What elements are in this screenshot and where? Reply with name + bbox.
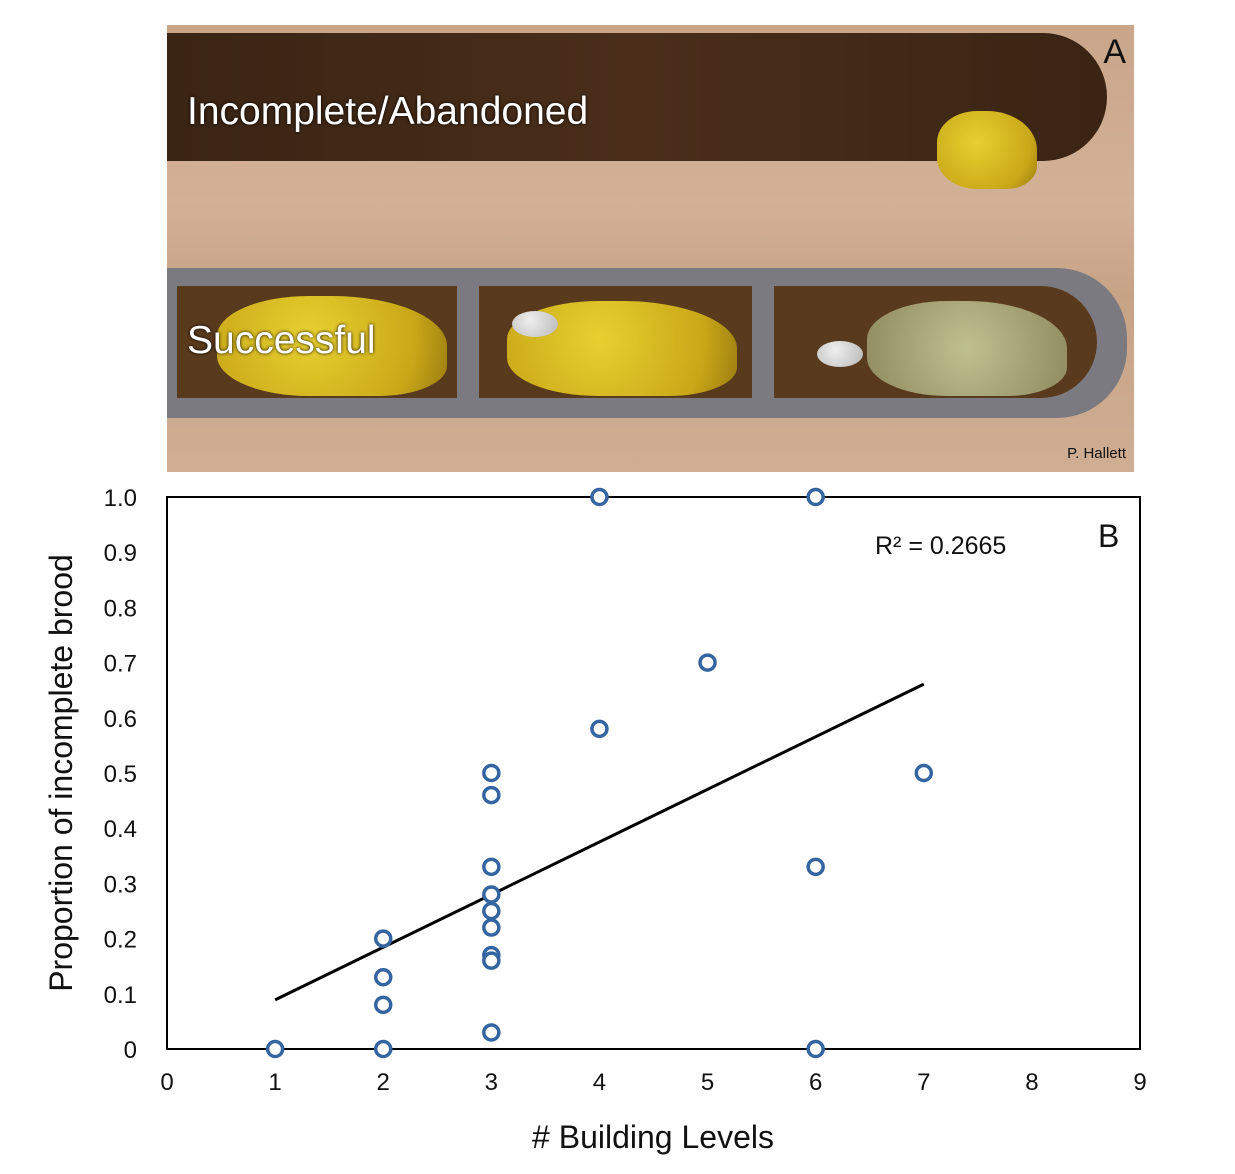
y-tick-label: 0.9 (104, 540, 137, 567)
mud-partition (457, 286, 479, 398)
successful-nest-tunnel (167, 268, 1127, 418)
y-tick-label: 0.4 (104, 816, 137, 843)
data-point (373, 1039, 393, 1059)
y-tick-label: 0 (124, 1037, 137, 1064)
plot-frame (166, 496, 1141, 1050)
data-point (482, 951, 501, 970)
x-tick-label: 0 (160, 1069, 173, 1096)
data-point (265, 1039, 285, 1059)
y-tick-label: 0.7 (104, 651, 137, 678)
x-tick-label: 6 (809, 1069, 822, 1096)
x-tick-label: 4 (593, 1069, 606, 1096)
y-tick-label: 0.1 (104, 982, 137, 1009)
data-point (806, 857, 825, 877)
x-tick-label: 8 (1025, 1069, 1038, 1096)
data-point (373, 929, 393, 948)
y-tick-label: 0.3 (104, 871, 137, 898)
panel-label-a: A (1103, 33, 1126, 71)
y-tick-label: 1.0 (104, 485, 137, 512)
data-point (482, 857, 501, 877)
data-point (590, 487, 609, 507)
data-point (914, 763, 934, 783)
x-tick-label: 9 (1133, 1069, 1146, 1096)
x-tick-label: 2 (377, 1069, 390, 1096)
egg (512, 311, 558, 337)
photo-credit: P. Hallett (1067, 445, 1126, 462)
x-tick-label: 5 (701, 1069, 714, 1096)
data-point (482, 901, 501, 921)
data-point (806, 487, 825, 507)
nest-photo: Incomplete/Abandoned Successful A P. Hal… (167, 25, 1134, 472)
x-axis-title: # Building Levels (532, 1119, 774, 1155)
data-point (373, 967, 393, 987)
x-tick-label: 3 (485, 1069, 498, 1096)
pollen-mass (867, 301, 1067, 396)
x-tick-label: 7 (917, 1069, 930, 1096)
label-incomplete: Incomplete/Abandoned (187, 90, 589, 133)
data-point (482, 885, 501, 904)
y-tick-label: 0.8 (104, 595, 137, 622)
pollen-mass (937, 111, 1037, 189)
y-axis-title: Proportion of incomplete brood (43, 554, 79, 992)
data-point (482, 785, 501, 805)
r-squared-annotation: R² = 0.2665 (875, 532, 1006, 560)
data-point (698, 653, 717, 672)
x-tick-label: 1 (268, 1069, 281, 1096)
abandoned-nest-tunnel (167, 33, 1107, 189)
data-point (373, 995, 393, 1015)
pollen-mass (217, 296, 447, 396)
panel-label-b: B (1098, 518, 1119, 554)
label-successful: Successful (187, 319, 376, 362)
data-point (590, 719, 609, 739)
data-point (806, 1039, 825, 1059)
data-point (482, 763, 501, 783)
data-point (482, 1023, 501, 1042)
y-tick-label: 0.2 (104, 927, 137, 954)
y-tick-label: 0.6 (104, 706, 137, 733)
egg (817, 341, 863, 367)
data-point (482, 918, 501, 937)
y-tick-label: 0.5 (104, 761, 137, 788)
mud-partition (752, 286, 774, 398)
